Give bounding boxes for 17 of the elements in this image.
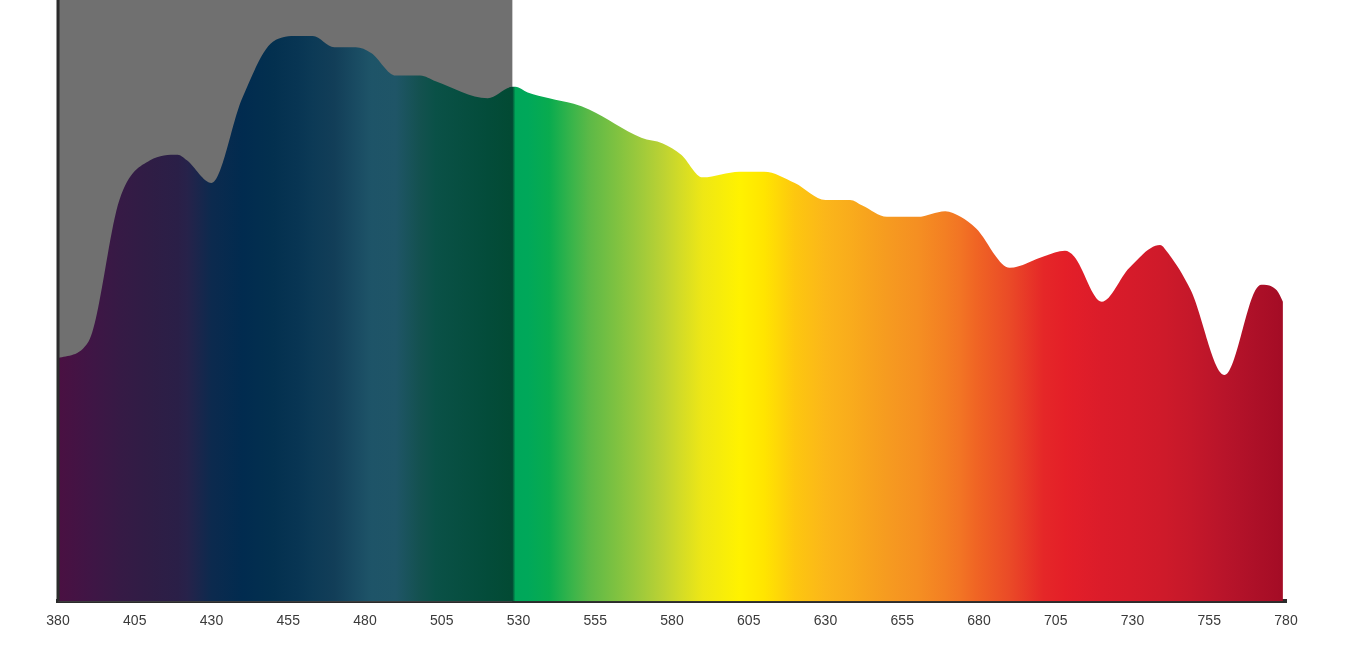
x-tick-label: 730 [1120, 612, 1145, 629]
x-tick-label: 780 [1274, 612, 1298, 629]
x-tick-label: 630 [813, 612, 838, 629]
x-tick-label: 705 [1044, 612, 1068, 629]
x-tick-label: 405 [123, 612, 147, 629]
x-tick-label: 655 [890, 612, 915, 629]
x-tick-label: 430 [199, 612, 224, 629]
x-tick-label: 480 [353, 612, 377, 629]
x-tick-label: 580 [660, 612, 684, 629]
x-tick-label: 755 [1197, 612, 1222, 629]
x-tick-label: 605 [737, 612, 761, 629]
x-tick-label: 455 [276, 612, 301, 629]
x-tick-label: 555 [583, 612, 608, 629]
x-tick-label: 380 [46, 612, 70, 629]
x-tick-label: 505 [430, 612, 454, 629]
x-tick-label: 680 [967, 612, 991, 629]
x-tick-label: 530 [506, 612, 531, 629]
